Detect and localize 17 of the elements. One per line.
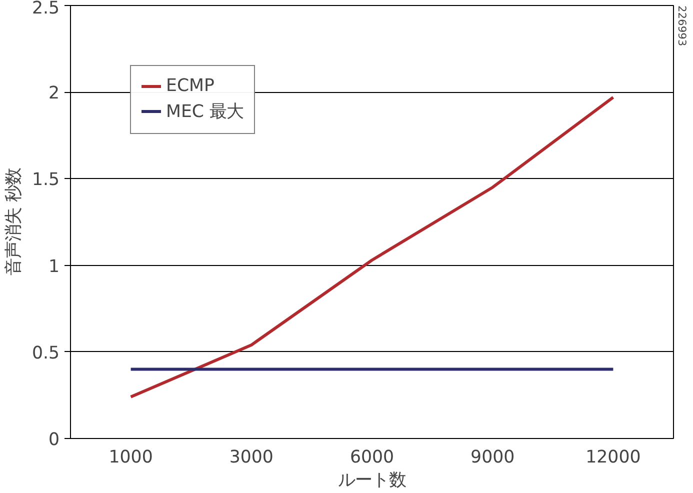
x-tick-label: 6000 <box>350 448 394 468</box>
y-tick-label: 0 <box>48 430 60 450</box>
y-axis-title: 音声消失 秒数 <box>4 168 24 276</box>
text: 226993 <box>676 6 688 46</box>
legend-label: MEC 最大 <box>166 101 244 123</box>
x-tick-label: 9000 <box>470 448 515 468</box>
x-tick-label: 12000 <box>586 448 641 468</box>
line-series <box>129 96 615 398</box>
y-tick-label: 2.5 <box>32 0 60 18</box>
x-axis-title: ルート数 <box>338 470 406 490</box>
y-tick-label: 1 <box>48 256 60 277</box>
y-tick-label: 2 <box>48 84 60 104</box>
y-tick-label: 0.5 <box>32 343 60 364</box>
legend-label: ECMP <box>166 76 214 96</box>
x-tick-label: 3000 <box>229 448 274 468</box>
x-tick-label: 1000 <box>108 448 153 468</box>
y-tick-label: 1.5 <box>32 170 60 190</box>
